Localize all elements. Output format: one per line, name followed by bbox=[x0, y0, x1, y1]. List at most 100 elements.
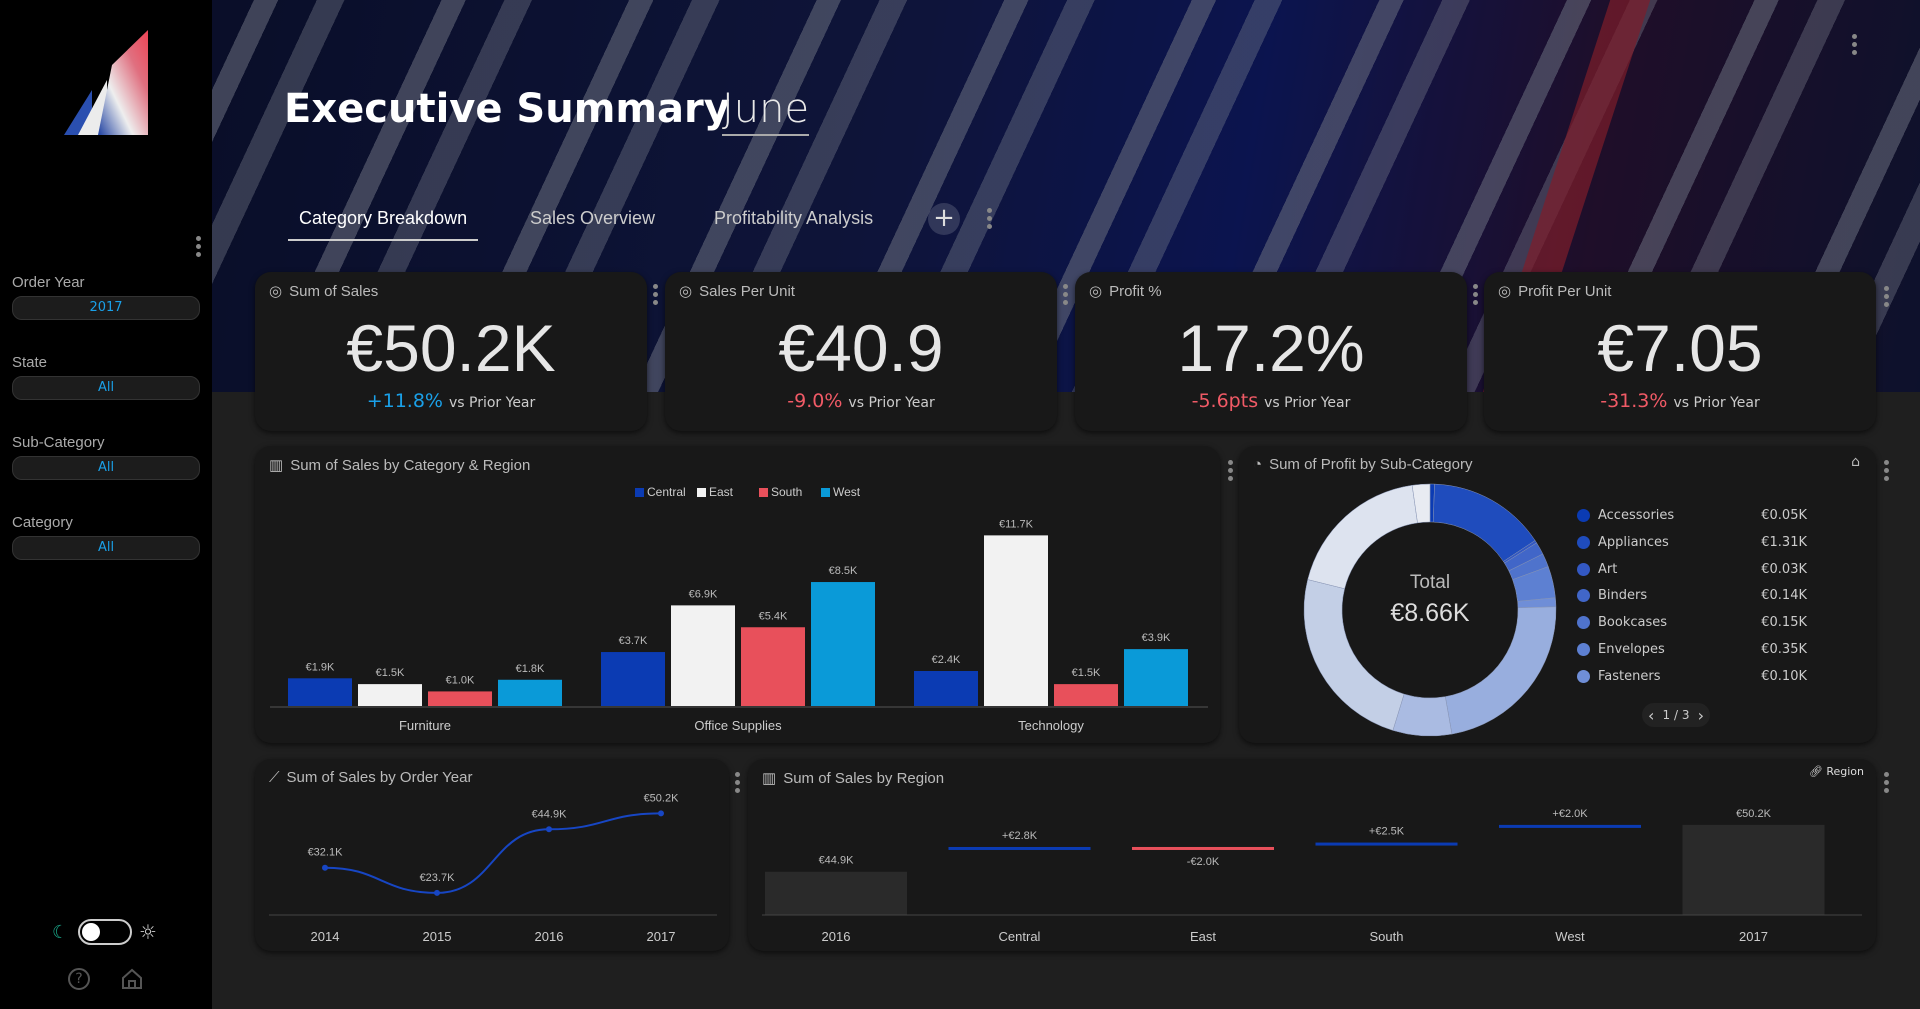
legend-item[interactable]: Bookcases €0.15K bbox=[1577, 615, 1807, 630]
legend-item[interactable]: Appliances €1.31K bbox=[1577, 535, 1807, 550]
bar[interactable] bbox=[914, 671, 978, 706]
tab-sales-overview[interactable]: Sales Overview bbox=[530, 208, 656, 228]
kpi-delta: -31.3% bbox=[1600, 390, 1668, 412]
tab-category-breakdown[interactable]: Category Breakdown bbox=[288, 208, 479, 241]
data-label: +€2.5K bbox=[1369, 826, 1405, 838]
bar[interactable] bbox=[428, 691, 492, 706]
legend-label: Region bbox=[1826, 765, 1864, 778]
bar[interactable] bbox=[1499, 824, 1641, 828]
legend-value: €0.03K bbox=[1761, 561, 1807, 577]
kpi-delta: -9.0% bbox=[787, 390, 843, 412]
kpi-card: ◎ Profit Per Unit €7.05 -31.3% vs Prior Ye… bbox=[1484, 272, 1876, 431]
target-icon: ◎ bbox=[1089, 283, 1103, 300]
filter-sub-category-select[interactable]: All bbox=[12, 456, 200, 480]
card-more-icon[interactable] bbox=[1063, 284, 1069, 305]
card-more-icon[interactable] bbox=[1884, 286, 1890, 307]
help-icon[interactable]: ? bbox=[68, 968, 90, 990]
donut-slice-other[interactable] bbox=[1411, 483, 1431, 524]
present-icon[interactable]: ⌂ bbox=[1851, 454, 1860, 470]
tabs-more-icon[interactable] bbox=[987, 208, 993, 229]
legend-item[interactable]: Art €0.03K bbox=[1577, 562, 1807, 577]
sidebar-more-icon[interactable] bbox=[196, 236, 202, 257]
filter-state-select[interactable]: All bbox=[12, 376, 200, 400]
card-more-icon[interactable] bbox=[1473, 284, 1479, 305]
data-point[interactable] bbox=[546, 826, 552, 833]
x-tick-label: 2017 bbox=[1739, 929, 1768, 944]
next-page-icon[interactable]: › bbox=[1697, 705, 1704, 725]
bar[interactable] bbox=[1315, 842, 1458, 846]
card-more-icon[interactable] bbox=[1884, 460, 1890, 481]
filter-category-label: Category bbox=[12, 514, 73, 531]
card-more-icon[interactable] bbox=[1884, 772, 1890, 793]
legend-item[interactable]: Fasteners €0.10K bbox=[1577, 669, 1807, 684]
data-point[interactable] bbox=[322, 864, 328, 871]
card-more-icon[interactable] bbox=[1228, 460, 1234, 481]
donut-slice-other[interactable] bbox=[1307, 484, 1418, 590]
card-more-icon[interactable] bbox=[735, 772, 741, 793]
add-tab-button[interactable]: + bbox=[928, 203, 960, 235]
data-point[interactable] bbox=[658, 810, 664, 817]
legend-value: €0.10K bbox=[1761, 668, 1807, 684]
data-label: €50.2K bbox=[644, 792, 680, 804]
waterfall-chart: €44.9K 2016 +€2.8K Central -€2.0K East +€2.5K S… bbox=[762, 808, 1862, 944]
bar[interactable] bbox=[948, 846, 1091, 850]
bar[interactable] bbox=[498, 679, 562, 706]
legend-item[interactable]: Envelopes €0.35K bbox=[1577, 642, 1807, 657]
donut-center-label: Total bbox=[1410, 572, 1450, 593]
data-label: -€2.0K bbox=[1187, 856, 1220, 868]
sidebar bbox=[0, 0, 212, 1009]
theme-toggle[interactable] bbox=[78, 919, 132, 945]
bar[interactable] bbox=[601, 652, 665, 706]
data-label: €3.9K bbox=[1142, 632, 1171, 644]
sales-by-category-region-card: ▥ Sum of Sales by Category & Region Centr… bbox=[255, 446, 1220, 743]
tab-profitability-analysis[interactable]: Profitability Analysis bbox=[714, 208, 874, 228]
data-label: €2.4K bbox=[932, 654, 961, 666]
bar[interactable] bbox=[741, 627, 805, 706]
legend-dot bbox=[1577, 509, 1590, 522]
data-label: €3.7K bbox=[619, 635, 648, 647]
target-icon: ◎ bbox=[1498, 283, 1512, 300]
donut-slice-other[interactable] bbox=[1303, 579, 1405, 731]
kpi-title: Sum of Sales bbox=[289, 282, 379, 300]
bar[interactable] bbox=[358, 684, 422, 706]
pie-chart-icon: ◔ bbox=[1253, 456, 1263, 473]
legend-dot bbox=[1577, 616, 1590, 630]
bar[interactable] bbox=[984, 535, 1048, 706]
series-line bbox=[324, 812, 662, 894]
bar[interactable] bbox=[1054, 684, 1118, 706]
bar[interactable] bbox=[288, 678, 352, 706]
legend-swatch bbox=[821, 488, 830, 497]
region-legend[interactable]: 🔗︎ Region bbox=[1809, 765, 1864, 778]
card-title: Sum of Sales by Category & Region bbox=[290, 456, 531, 474]
bar[interactable] bbox=[1682, 824, 1825, 915]
filter-category-select[interactable]: All bbox=[12, 536, 200, 560]
kpi-value: €40.9 bbox=[778, 311, 944, 385]
bar[interactable] bbox=[1124, 649, 1188, 706]
filter-order-year-select[interactable]: 2017 bbox=[12, 296, 200, 320]
prev-page-icon[interactable]: ‹ bbox=[1648, 705, 1655, 725]
bar-chart-icon: ▥ bbox=[762, 770, 777, 787]
data-point[interactable] bbox=[434, 889, 440, 896]
legend-value: €0.05K bbox=[1761, 508, 1807, 523]
page-more-icon[interactable] bbox=[1852, 34, 1858, 55]
profit-by-sub-category-card: ◔ Sum of Profit by Sub-Category ⌂ Total €8… bbox=[1239, 446, 1876, 743]
legend-item[interactable]: Accessories €0.05K bbox=[1577, 508, 1807, 523]
data-label: €32.1K bbox=[308, 847, 344, 859]
legend-value: €0.14K bbox=[1761, 588, 1807, 604]
month-label[interactable]: June bbox=[722, 86, 810, 136]
kpi-title: Profit % bbox=[1109, 282, 1162, 300]
legend-value: €0.35K bbox=[1761, 642, 1807, 657]
bar[interactable] bbox=[765, 871, 907, 915]
legend-label: Art bbox=[1598, 561, 1618, 577]
legend-item[interactable]: Binders €0.14K bbox=[1577, 588, 1807, 603]
legend-swatch bbox=[759, 488, 768, 497]
legend-dot bbox=[1577, 643, 1590, 656]
card-more-icon[interactable] bbox=[653, 284, 659, 305]
bar[interactable] bbox=[671, 605, 735, 706]
bar[interactable] bbox=[811, 582, 875, 706]
bar[interactable] bbox=[1132, 846, 1274, 850]
legend-label: Fasteners bbox=[1598, 668, 1661, 684]
donut-slice[interactable] bbox=[1432, 483, 1536, 562]
home-icon[interactable] bbox=[120, 967, 144, 991]
x-tick-label: 2016 bbox=[535, 929, 564, 944]
